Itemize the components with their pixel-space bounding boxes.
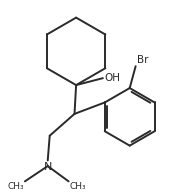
- Text: CH₃: CH₃: [69, 182, 86, 191]
- Text: OH: OH: [104, 73, 120, 83]
- Text: N: N: [44, 161, 52, 171]
- Text: CH₃: CH₃: [7, 182, 24, 191]
- Text: Br: Br: [137, 55, 148, 65]
